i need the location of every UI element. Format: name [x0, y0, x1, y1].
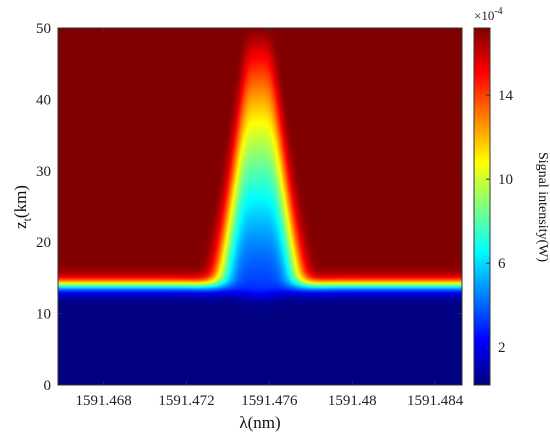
x-tick-label: 1591.472: [158, 393, 214, 409]
y-tick-label: 10: [36, 307, 51, 323]
colorbar-tick-label: 6: [498, 256, 506, 272]
heatmap-image: [58, 28, 462, 385]
y-tick-label: 40: [36, 92, 51, 108]
y-tick-label: 0: [44, 378, 52, 394]
y-axis: 0 10 20 30 40 50: [36, 21, 462, 394]
colorbar-title: Signal intensity(W): [535, 152, 550, 262]
colorbar-tick-label: 2: [498, 340, 506, 356]
y-axis-title-main: z: [11, 221, 30, 229]
colorbar-gradient: [474, 28, 490, 385]
x-tick-label: 1591.48: [328, 393, 377, 409]
x-axis: 1591.468 1591.472 1591.476 1591.48 1591.484: [75, 28, 464, 409]
plot-frame: [57, 27, 463, 386]
y-tick-label: 50: [36, 21, 51, 37]
colorbar-tick-label: 10: [498, 172, 513, 188]
colorbar: 2 6 10 14 ×10-4 Signal intensity(W): [473, 6, 550, 386]
x-tick-label: 1591.476: [241, 393, 298, 409]
colorbar-multiplier: ×10-4: [474, 6, 503, 23]
plot-area: [57, 27, 463, 386]
x-tick-label: 1591.484: [407, 393, 464, 409]
y-tick-label: 30: [36, 164, 51, 180]
y-tick-label: 20: [36, 235, 51, 251]
y-axis-title-sub: t: [20, 217, 34, 221]
y-axis-title-unit: (km): [11, 185, 30, 218]
colorbar-ticks: 2 6 10 14: [486, 88, 514, 356]
colorbar-frame: [473, 27, 491, 386]
x-axis-title: λ(nm): [239, 413, 280, 432]
x-tick-label: 1591.468: [75, 393, 131, 409]
colorbar-tick-label: 14: [498, 88, 514, 104]
y-axis-title: zt(km): [11, 185, 34, 229]
